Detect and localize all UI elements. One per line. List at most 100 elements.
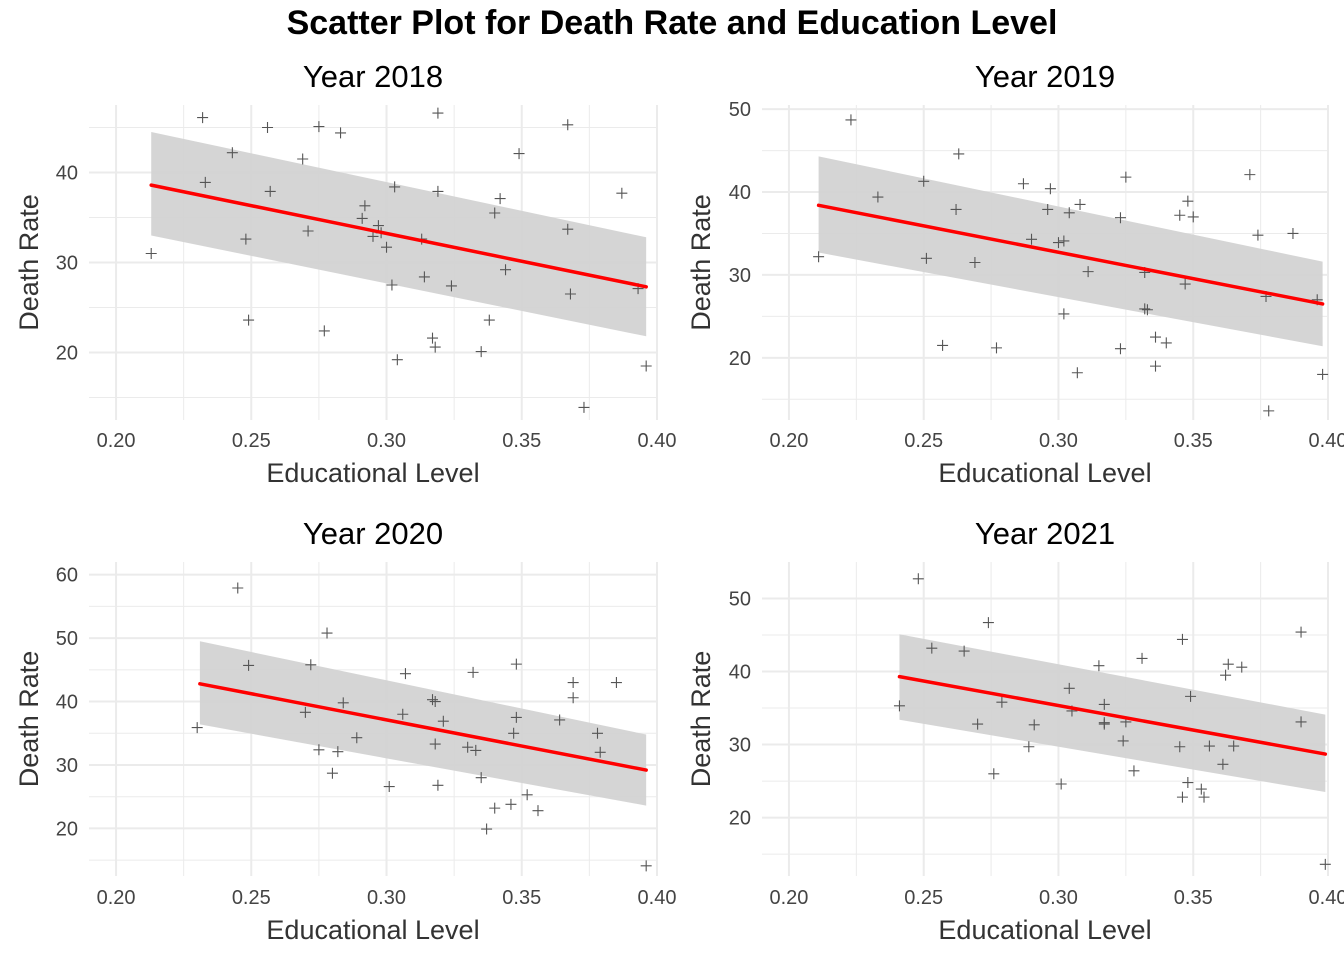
data-point <box>367 230 379 242</box>
y-tick-label: 40 <box>56 692 78 714</box>
x-axis-title: Educational Level <box>266 458 479 488</box>
data-point <box>953 148 965 160</box>
data-point <box>1063 682 1075 694</box>
data-point <box>1252 229 1264 241</box>
data-point <box>1236 661 1248 673</box>
y-axis-title: Death Rate <box>686 651 716 788</box>
y-tick-label: 40 <box>56 163 78 185</box>
data-point <box>1182 195 1194 207</box>
data-point <box>429 341 441 353</box>
x-tick-label: 0.35 <box>1174 430 1213 452</box>
data-point <box>1120 171 1132 183</box>
data-point <box>313 121 325 133</box>
chart-main-title: Scatter Plot for Death Rate and Educatio… <box>286 4 1058 42</box>
data-point <box>1263 405 1275 417</box>
y-axis-title: Death Rate <box>14 651 44 788</box>
y-tick-label: 30 <box>729 735 751 757</box>
data-point <box>240 233 252 245</box>
y-tick-label: 50 <box>729 589 751 611</box>
data-point <box>232 582 244 594</box>
data-point <box>1017 178 1029 190</box>
data-point <box>243 659 255 671</box>
x-tick-label: 0.20 <box>769 430 808 452</box>
data-point <box>351 732 363 744</box>
data-point <box>1195 783 1207 795</box>
data-point <box>1141 304 1153 316</box>
data-point <box>299 706 311 718</box>
data-point <box>990 342 1002 354</box>
data-point <box>1176 791 1188 803</box>
data-point <box>1028 719 1040 731</box>
data-point <box>1117 735 1129 747</box>
data-point <box>972 718 984 730</box>
x-tick-label: 0.40 <box>1309 887 1344 909</box>
data-point <box>389 181 401 193</box>
regression-line <box>198 682 648 772</box>
data-point <box>1295 716 1307 728</box>
data-point <box>1217 758 1229 770</box>
data-point <box>1128 765 1140 777</box>
data-point <box>145 248 157 259</box>
x-tick-label: 0.30 <box>1039 887 1078 909</box>
confidence-band <box>899 634 1326 793</box>
data-point <box>381 241 393 253</box>
x-tick-label: 0.25 <box>904 887 943 909</box>
data-point <box>305 659 317 671</box>
x-axis-title: Educational Level <box>938 915 1151 945</box>
panel-title: Year 2018 <box>303 59 443 94</box>
x-tick-label: 0.35 <box>1174 887 1213 909</box>
data-point <box>397 708 409 720</box>
confidence-band <box>199 641 647 806</box>
data-point <box>432 107 444 119</box>
panel-1: 0.20 0.25 0.30 0.35 0.40 20 30 40 Year 2018 Educa… <box>14 59 676 488</box>
y-tick-label: 30 <box>56 755 78 777</box>
data-point <box>1160 337 1172 349</box>
data-point <box>616 187 628 199</box>
data-point <box>1058 308 1070 320</box>
data-point <box>1228 740 1240 752</box>
data-point <box>481 823 493 835</box>
data-point <box>1139 303 1151 315</box>
data-point <box>813 251 825 263</box>
data-point <box>1244 169 1256 181</box>
data-point <box>302 225 314 237</box>
x-tick-label: 0.30 <box>1039 430 1078 452</box>
data-point <box>1295 626 1307 638</box>
data-point <box>510 711 522 723</box>
data-point <box>321 627 333 639</box>
data-point <box>429 738 441 750</box>
data-point <box>554 714 566 726</box>
data-point <box>640 860 652 872</box>
data-point <box>386 279 398 291</box>
data-point <box>958 645 970 657</box>
y-tick-label: 20 <box>729 808 751 830</box>
y-tick-label: 40 <box>729 662 751 684</box>
data-point <box>427 694 439 706</box>
data-point <box>372 220 384 232</box>
data-point <box>470 744 482 756</box>
x-tick-label: 0.20 <box>97 887 136 909</box>
data-point <box>437 715 449 727</box>
data-point <box>1150 331 1161 343</box>
panel-title: Year 2019 <box>975 59 1115 94</box>
data-point <box>532 805 544 817</box>
y-tick-label: 40 <box>729 182 751 204</box>
data-point <box>264 185 276 197</box>
data-point <box>578 401 590 413</box>
data-point <box>567 692 579 704</box>
confidence-band <box>151 132 647 337</box>
y-axis-title: Death Rate <box>14 194 44 331</box>
data-point <box>1187 211 1199 223</box>
data-point <box>969 257 981 268</box>
data-point <box>893 700 905 712</box>
data-point <box>475 346 487 358</box>
data-point <box>1098 698 1110 710</box>
data-point <box>226 147 238 159</box>
data-point <box>564 288 576 300</box>
data-point <box>199 176 211 188</box>
data-point <box>920 252 932 264</box>
data-point <box>926 642 938 654</box>
confidence-band <box>818 156 1323 347</box>
data-point <box>1082 266 1094 278</box>
data-point <box>1174 741 1186 753</box>
